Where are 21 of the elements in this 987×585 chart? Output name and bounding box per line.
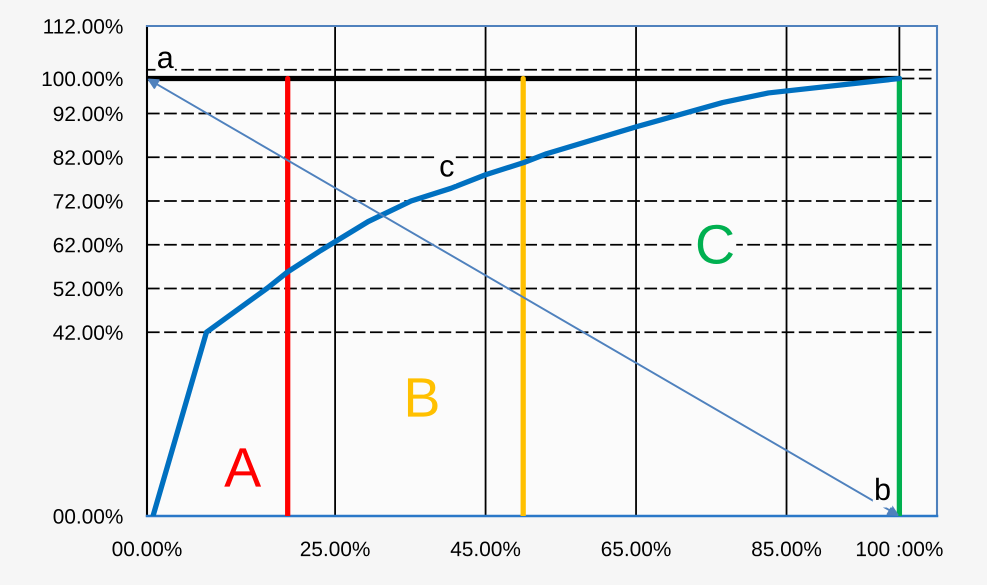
y-tick-label: 82.00%	[54, 150, 123, 166]
y-tick-label: 92.00%	[54, 106, 123, 122]
annotation: a	[158, 52, 174, 68]
annotation: b	[876, 478, 890, 500]
y-tick-label: 72.00%	[54, 194, 123, 209]
x-tick-label: 100 :00%	[856, 542, 943, 556]
annotation: c	[440, 160, 454, 177]
y-tick-label: 112.00%	[44, 19, 123, 34]
y-tick-label: 62.00%	[54, 238, 123, 253]
y-tick-label: 52.00%	[54, 282, 123, 296]
y-tick-label: 42.00%	[53, 325, 123, 340]
series-label: B	[408, 378, 438, 417]
text: C	[698, 224, 733, 264]
series-label: A	[224, 448, 262, 487]
x-tick-label: 45.00%	[450, 542, 520, 556]
x-tick-label: 00.00%	[112, 542, 182, 556]
x-tick-label: 65.00%	[602, 542, 671, 556]
y-tick-label: 00.00%	[54, 509, 123, 524]
x-tick-label: 85.00%	[752, 542, 822, 556]
y-tick-label: 100.00%	[42, 72, 123, 86]
x-tick-label: 25.00%	[300, 542, 370, 556]
